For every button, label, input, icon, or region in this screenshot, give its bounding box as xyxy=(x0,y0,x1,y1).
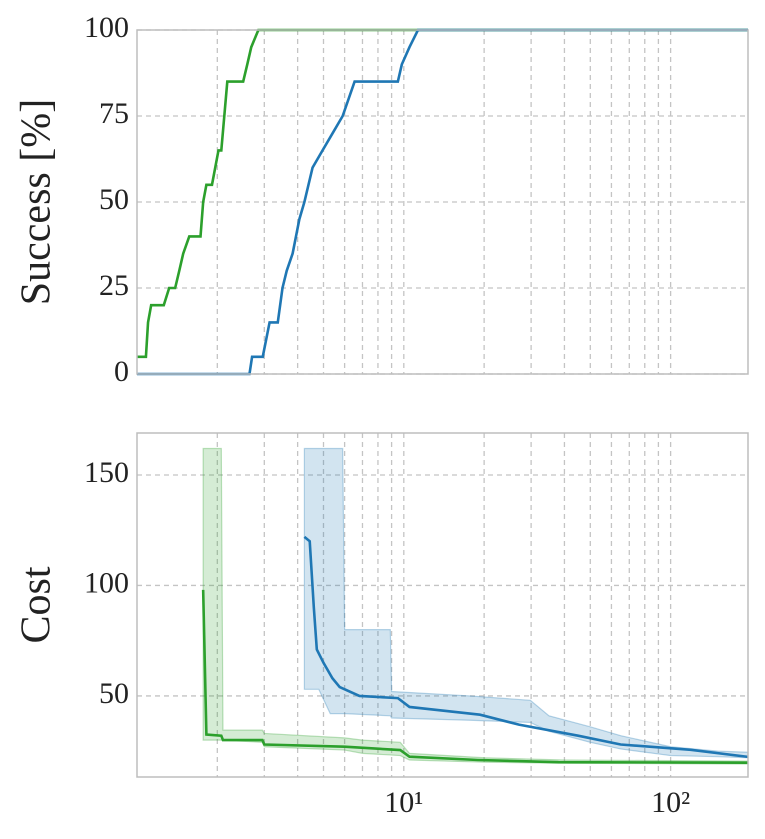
y-tick-label: 50 xyxy=(99,677,129,710)
x-tick-label: 10¹ xyxy=(384,786,423,819)
line xyxy=(303,535,749,759)
line xyxy=(137,28,748,359)
plot-frame xyxy=(136,432,749,778)
y-tick-label: 100 xyxy=(84,566,129,599)
y-tick-label: 75 xyxy=(99,97,129,130)
y-tick-label: 0 xyxy=(114,355,129,388)
y-tick-label: 25 xyxy=(99,269,129,302)
y-tick-label: 150 xyxy=(84,456,129,489)
y-tick-label: 100 xyxy=(84,11,129,44)
y-axis-label: Success [%] xyxy=(14,99,60,305)
line xyxy=(201,589,749,764)
y-axis-label: Cost xyxy=(14,566,60,643)
x-tick-label: 10² xyxy=(651,786,690,819)
error-band xyxy=(303,447,749,759)
plot-frame xyxy=(136,29,749,375)
y-tick-label: 50 xyxy=(99,183,129,216)
line xyxy=(137,28,748,376)
